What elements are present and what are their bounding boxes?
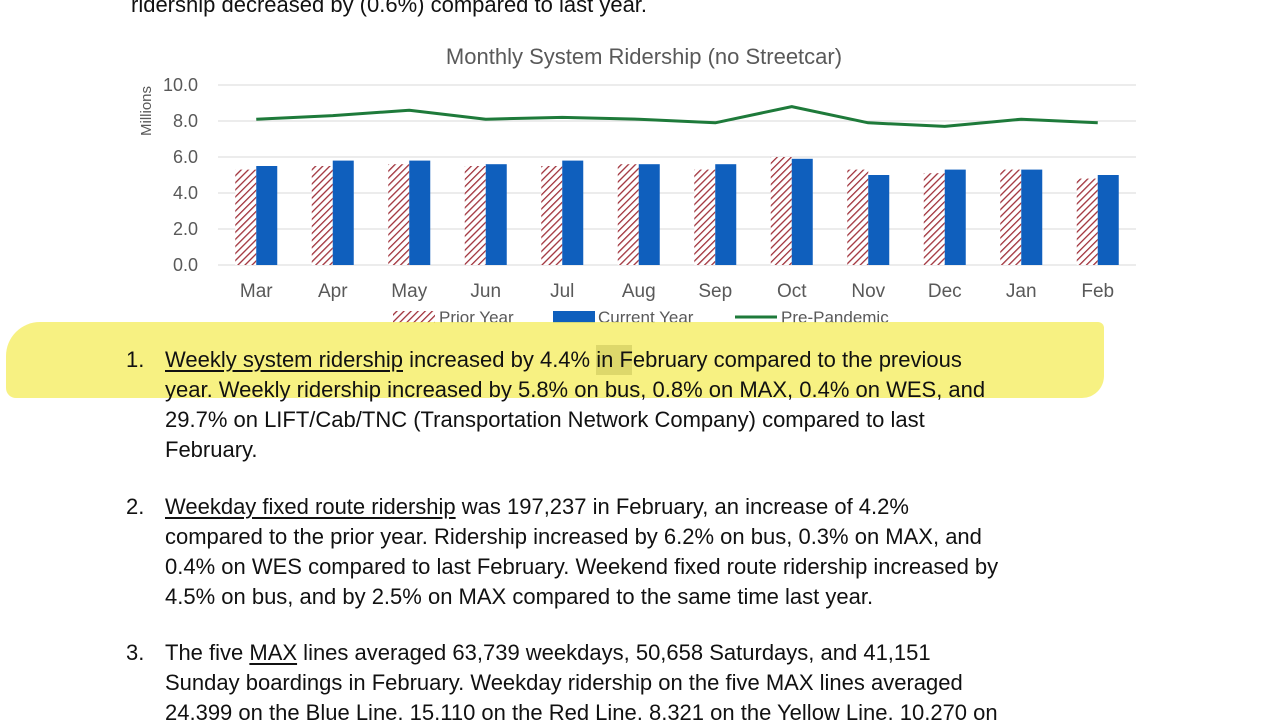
prior-year-bar — [770, 157, 792, 265]
prior-year-bar — [847, 169, 869, 265]
text-line: Weekly system ridership increased by 4.4… — [165, 345, 1145, 375]
current-year-bar — [332, 160, 354, 265]
current-year-bar — [1097, 175, 1119, 265]
y-tick-label: 2.0 — [173, 219, 198, 239]
prior-year-bar — [694, 169, 716, 265]
y-tick-label: 0.0 — [173, 255, 198, 275]
prior-year-bar — [464, 166, 486, 265]
list-item-body: Weekday fixed route ridership was 197,23… — [165, 492, 1145, 612]
y-tick-label: 6.0 — [173, 147, 198, 167]
list-item-number: 1. — [126, 347, 145, 372]
text-line: Weekday fixed route ridership was 197,23… — [165, 492, 1145, 522]
prior-year-bar — [1076, 178, 1098, 265]
text-segment: was 197,237 in February, an increase of … — [455, 494, 909, 519]
list-item-number: 3. — [126, 640, 145, 665]
legend-swatch-current-year — [553, 311, 595, 323]
list-item-number: 2. — [126, 494, 145, 519]
x-tick-label: Dec — [928, 281, 962, 302]
text-segment: February. — [165, 437, 258, 462]
prior-year-bar — [541, 166, 563, 265]
text-segment: 0.4% on WES compared to last February. W… — [165, 554, 999, 579]
y-tick-label: 8.0 — [173, 111, 198, 131]
text-segment: 24,399 on the Blue Line, 15,110 on the R… — [165, 700, 998, 720]
text-line: year. Weekly ridership increased by 5.8%… — [165, 375, 1145, 405]
text-line: 0.4% on WES compared to last February. W… — [165, 552, 1145, 582]
y-axis-label: Millions — [138, 86, 155, 136]
prior-year-bar — [1000, 169, 1022, 265]
text-segment: Sunday boardings in February. Weekday ri… — [165, 670, 963, 695]
y-tick-label: 4.0 — [173, 183, 198, 203]
current-year-bar — [791, 158, 813, 265]
y-tick-labels: 0.0 2.0 4.0 6.0 8.0 10.0 — [163, 75, 198, 275]
underlined-term: Weekday fixed route ridership — [165, 494, 456, 519]
current-year-bar — [715, 164, 737, 265]
intro-text: ridership decreased by (0.6%) compared t… — [131, 0, 648, 17]
x-tick-label: Feb — [1081, 281, 1114, 302]
x-tick-label: Jan — [1006, 281, 1037, 302]
text-segment: 4.5% on bus, and by 2.5% on MAX compared… — [165, 584, 874, 609]
text-line: Sunday boardings in February. Weekday ri… — [165, 668, 1145, 698]
x-tick-label: Apr — [318, 281, 348, 302]
bars — [235, 157, 1119, 265]
current-year-bar — [409, 160, 431, 265]
y-tick-label: 10.0 — [163, 75, 198, 95]
text-segment: 29.7% on LIFT/Cab/TNC (Transportation Ne… — [165, 407, 925, 432]
text-line: compared to the prior year. Ridership in… — [165, 522, 1145, 552]
pre-pandemic-line-layer — [256, 105, 1098, 128]
pre-pandemic-line — [256, 105, 1098, 128]
prior-year-bar — [235, 169, 257, 265]
highlight-selection-mark — [596, 345, 632, 375]
underlined-term: MAX — [249, 640, 298, 665]
text-segment: lines averaged 63,739 weekdays, 50,658 S… — [297, 640, 931, 665]
text-line: February. — [165, 435, 1145, 465]
gridlines — [218, 84, 1136, 266]
prior-year-bar — [388, 164, 410, 265]
current-year-bar — [1021, 169, 1043, 265]
list-item-body: Weekly system ridership increased by 4.4… — [165, 345, 1145, 465]
text-line: 24,399 on the Blue Line, 15,110 on the R… — [165, 698, 1145, 720]
text-segment: compared to the prior year. Ridership in… — [165, 524, 982, 549]
list-item-body: The five MAX lines averaged 63,739 weekd… — [165, 638, 1145, 720]
underlined-term: Weekly system ridership — [165, 347, 403, 372]
prior-year-bar — [311, 166, 333, 265]
x-tick-label: Sep — [698, 281, 732, 302]
text-line: 29.7% on LIFT/Cab/TNC (Transportation Ne… — [165, 405, 1145, 435]
current-year-bar — [256, 166, 278, 265]
x-tick-label: Mar — [240, 281, 273, 302]
x-tick-label: Jun — [470, 281, 501, 302]
current-year-bar — [562, 160, 584, 265]
x-tick-labels: Mar Apr May Jun Jul Aug Sep Oct Nov Dec Jan Feb — [240, 281, 1114, 302]
x-tick-label: Oct — [777, 281, 807, 302]
current-year-bar — [638, 164, 660, 265]
current-year-bar — [868, 175, 890, 265]
chart-title: Monthly System Ridership (no Streetcar) — [446, 44, 842, 69]
prior-year-bar — [617, 164, 639, 265]
x-tick-label: Nov — [851, 281, 885, 302]
text-segment: increased by 4.4% in February compared t… — [403, 347, 962, 372]
ridership-chart: Monthly System Ridership (no Streetcar) … — [138, 44, 1136, 327]
current-year-bar — [944, 169, 966, 265]
legend-swatch-prior-year — [393, 311, 435, 323]
prior-year-bar — [923, 173, 945, 265]
text-segment: year. Weekly ridership increased by 5.8%… — [165, 377, 986, 402]
yellow-highlight — [6, 322, 1104, 398]
text-segment: The five — [165, 640, 250, 665]
x-tick-label: Jul — [550, 281, 574, 302]
x-tick-label: May — [391, 281, 427, 302]
current-year-bar — [485, 164, 507, 265]
text-line: The five MAX lines averaged 63,739 weekd… — [165, 638, 1145, 668]
x-tick-label: Aug — [622, 281, 656, 302]
text-line: 4.5% on bus, and by 2.5% on MAX compared… — [165, 582, 1145, 612]
